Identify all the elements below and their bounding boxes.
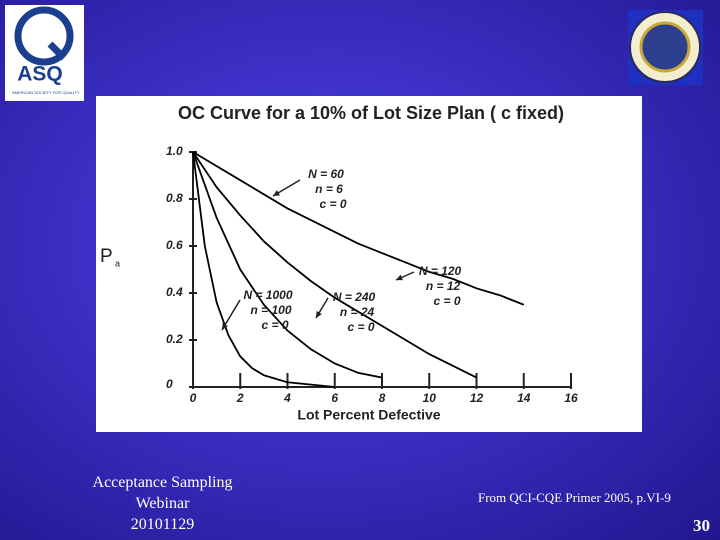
y-tick-label: 0.6 bbox=[166, 238, 183, 252]
footer-line: Acceptance Sampling bbox=[92, 474, 233, 491]
series-label: n = 12 bbox=[426, 279, 461, 293]
x-tick-label: 4 bbox=[283, 391, 291, 405]
y-tick-label: 0.4 bbox=[166, 285, 183, 299]
footer-source: From QCI-CQE Primer 2005, p.VI-9 bbox=[478, 490, 671, 505]
x-tick-label: 0 bbox=[190, 391, 197, 405]
series-label: N = 120 bbox=[419, 264, 462, 278]
seal bbox=[639, 21, 691, 73]
series-label: n = 24 bbox=[340, 305, 375, 319]
x-tick-label: 16 bbox=[564, 391, 578, 405]
series-line bbox=[192, 151, 477, 379]
series-label: c = 0 bbox=[319, 197, 346, 211]
logo-subtext: AMERICAN SOCIETY FOR QUALITY bbox=[12, 90, 80, 95]
logo-box bbox=[5, 5, 84, 101]
chart-title: OC Curve for a 10% of Lot Size Plan ( c … bbox=[178, 103, 564, 123]
x-tick-label: 6 bbox=[331, 391, 338, 405]
series-line bbox=[192, 151, 525, 306]
logo-mark bbox=[47, 41, 67, 61]
footer-line: 20101129 bbox=[130, 516, 195, 533]
x-tick-label: 10 bbox=[423, 391, 437, 405]
y-axis-label: P bbox=[100, 246, 113, 267]
logo-mark bbox=[14, 6, 74, 66]
footer-left: Acceptance Sampling Webinar 20101129 bbox=[70, 472, 255, 535]
y-tick-label: 0 bbox=[166, 377, 173, 391]
series-line bbox=[192, 151, 383, 379]
x-tick-label: 8 bbox=[379, 391, 386, 405]
series-label: N = 60 bbox=[308, 167, 344, 181]
arrow-head bbox=[396, 274, 403, 281]
series-label: N = 240 bbox=[333, 290, 376, 304]
x-axis-label: Lot Percent Defective bbox=[297, 407, 440, 423]
arrow-head bbox=[273, 190, 280, 196]
series-label: c = 0 bbox=[261, 318, 288, 332]
series-label: n = 100 bbox=[250, 303, 291, 317]
x-tick-label: 14 bbox=[517, 391, 531, 405]
page-number: 30 bbox=[693, 516, 710, 535]
series-line bbox=[192, 151, 335, 388]
y-axis-label-sub: a bbox=[115, 258, 120, 268]
series-label: n = 6 bbox=[315, 182, 343, 196]
series-label: c = 0 bbox=[347, 320, 374, 334]
footer-line: Webinar bbox=[135, 495, 190, 512]
y-tick-label: 1.0 bbox=[166, 144, 183, 158]
arrow-head bbox=[222, 323, 228, 330]
x-tick-label: 2 bbox=[236, 391, 244, 405]
logo-text: ASQ bbox=[17, 63, 63, 86]
y-tick-label: 0.8 bbox=[166, 191, 183, 205]
y-tick-label: 0.2 bbox=[166, 332, 183, 346]
series-label: c = 0 bbox=[433, 294, 460, 308]
x-tick-label: 12 bbox=[470, 391, 484, 405]
arrow-head bbox=[316, 311, 322, 318]
chart-background bbox=[96, 96, 642, 432]
series-label: N = 1000 bbox=[243, 288, 292, 302]
